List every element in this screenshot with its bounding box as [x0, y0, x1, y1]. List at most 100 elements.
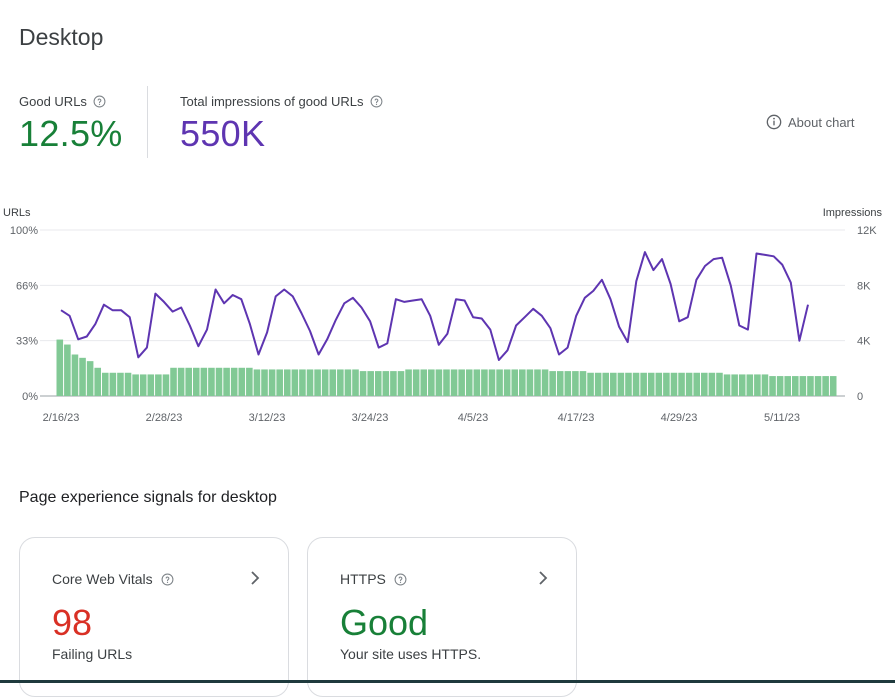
urls-impressions-chart: URLs Impressions 100% 12K 66% 8K 33% 4K 0% 0 2/16/… [3, 207, 883, 424]
bar [701, 372, 708, 396]
bar [526, 369, 534, 396]
x-tick-label: 2/28/23 [146, 412, 183, 424]
bar [306, 369, 314, 396]
chevron-right-icon [251, 571, 260, 585]
bar [238, 367, 246, 396]
right-tick-label: 8K [857, 280, 871, 292]
x-tick-label: 4/29/23 [661, 412, 698, 424]
bar [761, 374, 769, 396]
bar [435, 369, 443, 396]
bar [86, 361, 94, 396]
bar [587, 372, 594, 396]
right-tick-label: 0 [857, 391, 863, 403]
bar [610, 372, 617, 396]
bar [473, 369, 481, 396]
bar [458, 369, 465, 396]
bar [731, 374, 738, 396]
bar [155, 374, 162, 396]
bar [814, 376, 822, 396]
bar [64, 344, 71, 396]
bar [617, 372, 625, 396]
good-urls-value: 12.5% [19, 113, 123, 154]
card-subtitle: Failing URLs [52, 646, 133, 662]
bar [94, 367, 101, 396]
bar [670, 372, 678, 396]
impressions-value: 550K [180, 113, 266, 154]
bar [101, 372, 109, 396]
bar [71, 354, 79, 396]
bar [208, 367, 215, 396]
bar [314, 369, 321, 396]
page-title: Desktop [19, 24, 104, 50]
bar [412, 369, 420, 396]
bar [519, 369, 526, 396]
help-icon[interactable] [370, 95, 383, 108]
bar [185, 367, 192, 396]
bar [450, 369, 458, 396]
card-subtitle: Your site uses HTTPS. [340, 646, 482, 662]
bar [769, 376, 776, 396]
help-icon[interactable] [161, 573, 174, 586]
bar [132, 374, 139, 396]
bottom-edge-bar [0, 680, 895, 683]
x-tick-label: 4/17/23 [558, 412, 595, 424]
bar [253, 369, 261, 396]
good-urls-label: Good URLs [19, 94, 87, 109]
about-chart-button[interactable]: About chart [766, 114, 855, 130]
card-title: Core Web Vitals [52, 571, 153, 587]
bar [678, 372, 685, 396]
bar [481, 369, 488, 396]
left-tick-label: 100% [10, 225, 38, 237]
left-tick-label: 33% [16, 336, 38, 348]
bar [723, 374, 731, 396]
left-axis-title: URLs [3, 207, 31, 219]
bar [117, 372, 124, 396]
bar [344, 369, 352, 396]
bar [382, 371, 390, 396]
bar [822, 376, 829, 396]
bar [215, 367, 223, 396]
core-web-vitals-card[interactable]: Core Web Vitals 98 Failing URLs [19, 537, 289, 697]
bar [299, 369, 306, 396]
bar [428, 369, 435, 396]
bar [465, 369, 473, 396]
bar [754, 374, 761, 396]
bar [390, 371, 397, 396]
bar [496, 369, 503, 396]
bar [663, 372, 670, 396]
bar [261, 369, 268, 396]
help-icon[interactable] [394, 573, 407, 586]
x-tick-label: 5/11/23 [764, 412, 800, 424]
x-tick-label: 4/5/23 [458, 412, 489, 424]
metric-divider [147, 86, 148, 158]
bar [693, 372, 701, 396]
x-tick-label: 2/16/23 [43, 412, 80, 424]
impressions-metric: Total impressions of good URLs 550K [180, 94, 383, 155]
bar [647, 372, 655, 396]
bar [56, 339, 64, 396]
bar [405, 369, 412, 396]
bar [162, 374, 170, 396]
bar [572, 371, 579, 396]
bar [177, 367, 185, 396]
bar [541, 369, 549, 396]
bar [352, 369, 359, 396]
https-card[interactable]: HTTPS Good Your site uses HTTPS. [307, 537, 577, 697]
bar [716, 372, 723, 396]
bar [124, 372, 132, 396]
right-tick-label: 12K [857, 225, 877, 237]
bar [746, 374, 754, 396]
right-tick-label: 4K [857, 336, 871, 348]
about-chart-label: About chart [788, 114, 855, 130]
bar [79, 357, 86, 396]
bar [230, 367, 238, 396]
help-icon[interactable] [93, 95, 106, 108]
card-value: Good [340, 602, 429, 643]
bar [549, 371, 556, 396]
bar [625, 372, 632, 396]
bar [321, 369, 329, 396]
bar [807, 376, 814, 396]
bar [420, 369, 428, 396]
bar [776, 376, 784, 396]
bar [738, 374, 746, 396]
